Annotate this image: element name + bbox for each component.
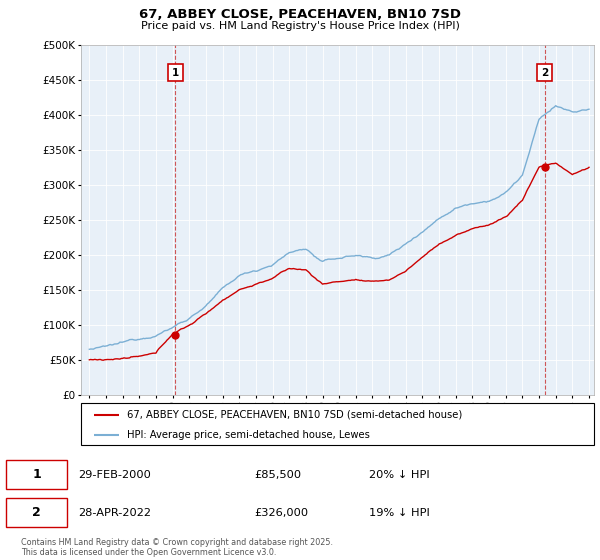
Text: 19% ↓ HPI: 19% ↓ HPI: [369, 507, 430, 517]
Text: 28-APR-2022: 28-APR-2022: [78, 507, 151, 517]
Text: 29-FEB-2000: 29-FEB-2000: [78, 470, 151, 480]
FancyBboxPatch shape: [6, 460, 67, 489]
Text: £85,500: £85,500: [254, 470, 301, 480]
Text: 1: 1: [32, 468, 41, 481]
Text: 1: 1: [172, 68, 179, 78]
Text: HPI: Average price, semi-detached house, Lewes: HPI: Average price, semi-detached house,…: [127, 430, 370, 440]
Text: 67, ABBEY CLOSE, PEACEHAVEN, BN10 7SD (semi-detached house): 67, ABBEY CLOSE, PEACEHAVEN, BN10 7SD (s…: [127, 410, 463, 420]
Text: Contains HM Land Registry data © Crown copyright and database right 2025.
This d: Contains HM Land Registry data © Crown c…: [21, 538, 333, 557]
Text: Price paid vs. HM Land Registry's House Price Index (HPI): Price paid vs. HM Land Registry's House …: [140, 21, 460, 31]
Text: 2: 2: [32, 506, 41, 519]
Text: £326,000: £326,000: [254, 507, 308, 517]
FancyBboxPatch shape: [6, 498, 67, 527]
Text: 20% ↓ HPI: 20% ↓ HPI: [369, 470, 430, 480]
Text: 2: 2: [541, 68, 548, 78]
Text: 67, ABBEY CLOSE, PEACEHAVEN, BN10 7SD: 67, ABBEY CLOSE, PEACEHAVEN, BN10 7SD: [139, 8, 461, 21]
